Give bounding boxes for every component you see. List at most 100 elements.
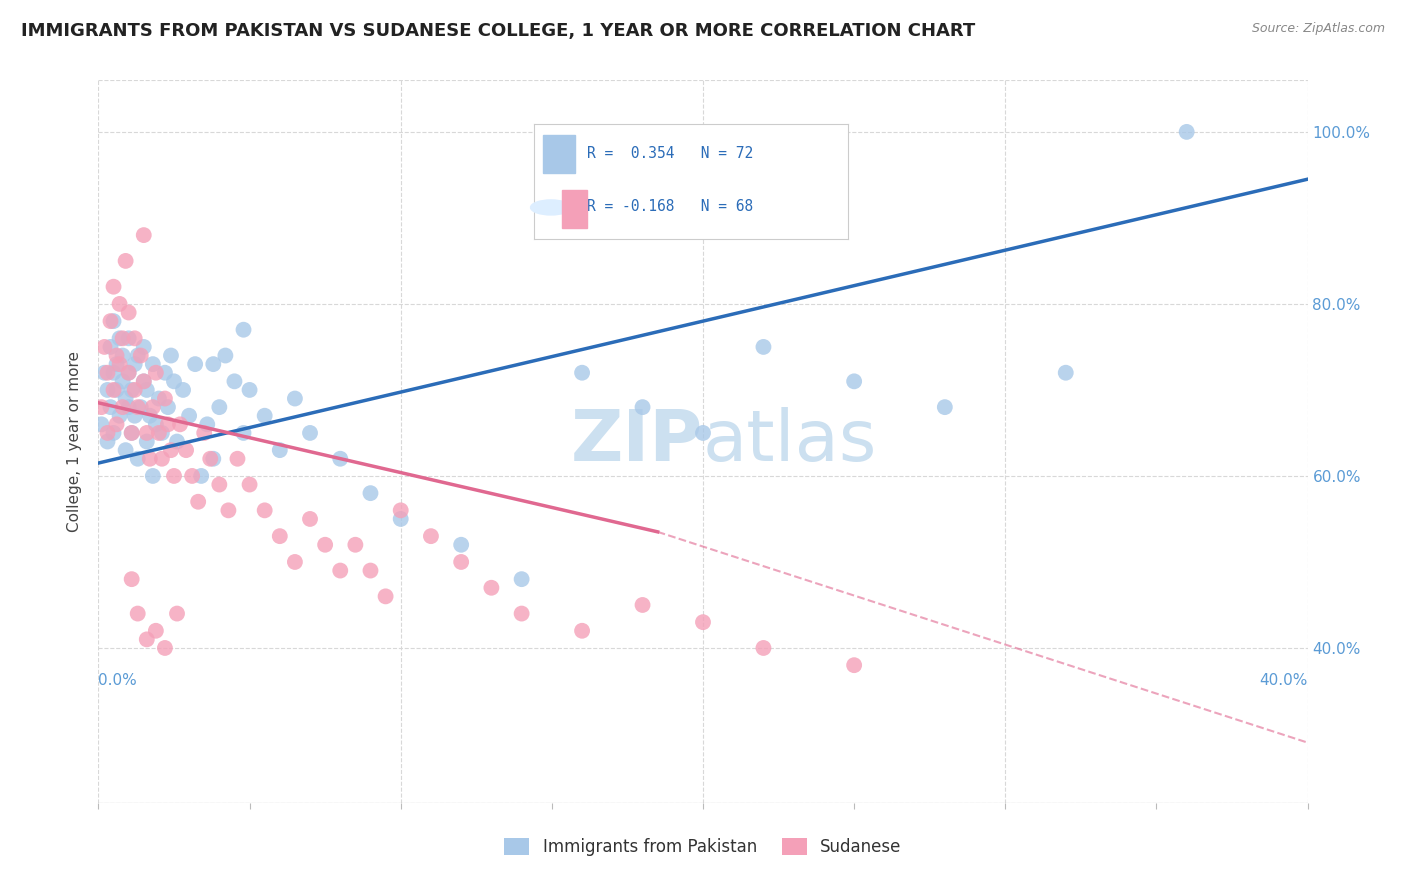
Point xyxy=(108,297,131,311)
Point xyxy=(124,331,146,345)
Point xyxy=(118,366,141,380)
Point xyxy=(124,357,146,371)
Point xyxy=(121,383,143,397)
Point xyxy=(93,340,115,354)
Point xyxy=(253,409,276,423)
Point xyxy=(103,383,125,397)
Point xyxy=(232,323,254,337)
Legend: Immigrants from Pakistan, Sudanese: Immigrants from Pakistan, Sudanese xyxy=(498,831,908,863)
Point xyxy=(174,443,197,458)
Point xyxy=(142,357,165,371)
Point xyxy=(284,392,307,406)
Point xyxy=(139,451,162,466)
Point xyxy=(450,538,472,552)
Point xyxy=(299,512,322,526)
Point xyxy=(202,357,225,371)
Point xyxy=(127,400,149,414)
Point xyxy=(344,538,367,552)
Text: 0.0%: 0.0% xyxy=(98,673,138,688)
Point xyxy=(105,357,128,371)
Point xyxy=(132,375,155,389)
Point xyxy=(226,451,249,466)
Point xyxy=(184,357,207,371)
Point xyxy=(139,409,162,423)
Point xyxy=(124,409,146,423)
Point xyxy=(232,425,254,440)
Point xyxy=(118,331,141,345)
Point xyxy=(103,279,125,293)
Point xyxy=(153,640,176,655)
Point xyxy=(374,590,396,604)
Point xyxy=(510,572,533,586)
Point xyxy=(208,400,231,414)
Point xyxy=(169,417,191,432)
Point xyxy=(96,366,118,380)
Point xyxy=(111,400,134,414)
Point xyxy=(329,451,352,466)
Point xyxy=(692,425,714,440)
Point xyxy=(160,349,183,363)
Point xyxy=(172,383,194,397)
Point xyxy=(160,443,183,458)
Point xyxy=(269,529,291,543)
Point xyxy=(114,253,136,268)
Point xyxy=(103,366,125,380)
Point xyxy=(217,503,239,517)
Point xyxy=(105,349,128,363)
Point xyxy=(132,228,155,243)
Y-axis label: College, 1 year or more: College, 1 year or more xyxy=(67,351,83,532)
Point xyxy=(103,425,125,440)
Point xyxy=(90,400,112,414)
Point xyxy=(934,400,956,414)
Point xyxy=(145,624,167,638)
Point xyxy=(135,632,157,647)
Point xyxy=(90,417,112,432)
Point xyxy=(1175,125,1198,139)
Point xyxy=(132,340,155,354)
Point xyxy=(631,598,654,612)
Point xyxy=(389,512,412,526)
Point xyxy=(314,538,336,552)
Point xyxy=(202,451,225,466)
Point xyxy=(360,564,382,578)
Point xyxy=(208,477,231,491)
Point xyxy=(163,375,186,389)
Point xyxy=(156,417,179,432)
Point xyxy=(239,383,262,397)
Point xyxy=(329,564,352,578)
Point xyxy=(153,392,176,406)
Point xyxy=(844,658,866,673)
Point xyxy=(121,572,143,586)
Point xyxy=(450,555,472,569)
Point xyxy=(105,383,128,397)
Point xyxy=(132,375,155,389)
Point xyxy=(105,417,128,432)
Point xyxy=(752,340,775,354)
Point xyxy=(420,529,443,543)
Point xyxy=(118,366,141,380)
Point xyxy=(253,503,276,517)
Text: Source: ZipAtlas.com: Source: ZipAtlas.com xyxy=(1251,22,1385,36)
Point xyxy=(195,417,218,432)
Point xyxy=(389,503,412,517)
Text: 40.0%: 40.0% xyxy=(1260,673,1308,688)
Point xyxy=(692,615,714,630)
Point xyxy=(129,349,152,363)
Point xyxy=(114,392,136,406)
Point xyxy=(118,400,141,414)
Point xyxy=(179,409,201,423)
Point xyxy=(96,383,118,397)
Point xyxy=(752,640,775,655)
Point xyxy=(142,469,165,483)
Point xyxy=(166,607,188,621)
Point xyxy=(145,417,167,432)
Point xyxy=(135,383,157,397)
Point xyxy=(481,581,503,595)
Text: ZIP: ZIP xyxy=(571,407,703,476)
Point xyxy=(150,425,173,440)
Point xyxy=(187,494,209,508)
Point xyxy=(193,425,215,440)
Point xyxy=(96,425,118,440)
Point xyxy=(631,400,654,414)
Point xyxy=(163,469,186,483)
